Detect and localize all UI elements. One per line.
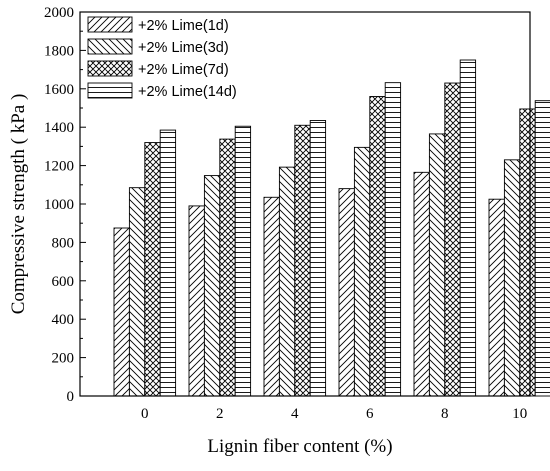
bar-0-series-2 <box>128 187 146 397</box>
y-tick-label: 1200 <box>44 159 74 175</box>
legend-label-series-1: +2% Lime(1d) <box>138 18 229 34</box>
y-tick-label: 1600 <box>44 82 74 98</box>
bar-8-series-2 <box>428 133 446 397</box>
bar-10-series-4 <box>534 100 550 397</box>
bar-10-series-1 <box>488 198 505 397</box>
y-axis-title: Compressive strength ( kPa ) <box>8 94 29 315</box>
bar-8-series-3 <box>444 82 461 397</box>
y-tick-label: 400 <box>52 312 75 328</box>
bar-2-series-1 <box>188 205 205 397</box>
legend-label-series-2: +2% Lime(3d) <box>138 40 229 56</box>
bar-2-series-2 <box>203 175 221 397</box>
x-tick-label: 6 <box>366 406 374 422</box>
legend-swatch-series-1 <box>87 16 133 33</box>
y-tick-label: 600 <box>52 274 75 290</box>
x-tick-label: 0 <box>141 406 149 422</box>
y-tick-label: 2000 <box>44 5 74 21</box>
y-tick-label: 1400 <box>44 120 74 136</box>
y-tick-label: 1800 <box>44 43 74 59</box>
legend-swatch-series-4 <box>87 82 133 99</box>
bar-2-series-3 <box>219 138 236 397</box>
x-tick-label: 8 <box>441 406 449 422</box>
legend-label-series-3: +2% Lime(7d) <box>138 62 229 78</box>
bar-10-series-2 <box>503 159 521 397</box>
bar-2-series-4 <box>234 125 252 397</box>
bar-4-series-4 <box>309 120 327 397</box>
x-tick-label: 4 <box>291 406 299 422</box>
y-tick-label: 200 <box>52 351 75 367</box>
bar-0-series-4 <box>159 129 177 397</box>
bar-8-series-4 <box>459 59 477 397</box>
y-tick-label: 0 <box>67 389 75 405</box>
bar-0-series-1 <box>113 227 130 397</box>
bar-6-series-3 <box>369 96 386 397</box>
legend: +2% Lime(1d) +2% Lime(3d) +2% Lime(7d) +2% … <box>87 16 237 100</box>
bar-6-series-4 <box>384 82 402 397</box>
bars-layer <box>113 59 550 397</box>
legend-swatch-series-3 <box>87 60 133 77</box>
x-axis-title: Lignin fiber content (%) <box>207 436 392 457</box>
bar-8-series-1 <box>413 171 430 397</box>
bar-4-series-3 <box>294 124 311 397</box>
bar-6-series-1 <box>338 188 355 397</box>
y-tick-label: 800 <box>52 235 75 251</box>
x-tick-label: 10 <box>512 406 527 422</box>
legend-label-series-4: +2% Lime(14d) <box>138 84 237 100</box>
y-tick-label: 1000 <box>44 197 74 213</box>
bar-10-series-3 <box>519 108 536 397</box>
x-tick-label: 2 <box>216 406 224 422</box>
axes-layer: 0 200 400 600 800 1000 1200 1400 1600 1800 2000 0 2 4… <box>44 5 531 422</box>
bar-4-series-2 <box>278 166 296 397</box>
bar-0-series-3 <box>144 142 161 397</box>
legend-swatch-series-2 <box>87 38 133 55</box>
bar-6-series-2 <box>353 146 371 397</box>
bar-4-series-1 <box>263 196 280 397</box>
